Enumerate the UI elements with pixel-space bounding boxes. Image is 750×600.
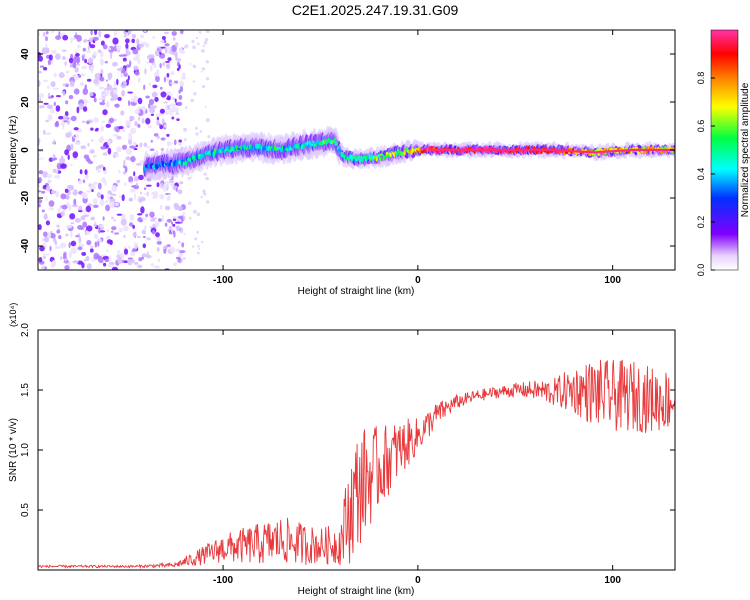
- spectrogram-panel: -100 0 100 40 20 0 -20 -40 Height of straight l…: [8, 29, 676, 297]
- snr-ytick-label: 2.0: [20, 323, 31, 337]
- spectrogram-xtick-label: 100: [604, 275, 621, 286]
- colorbar-tick-label: 0.8: [696, 72, 706, 85]
- spectrogram-ytick-label: -40: [20, 238, 31, 253]
- snr-xtick-label: 0: [415, 575, 421, 586]
- snr-xtick-label: -100: [213, 575, 233, 586]
- snr-panel: -100 0 100 0.5 1.0 1.5 2.0 Height of straight …: [8, 303, 676, 597]
- spectrogram-ytick-label: 20: [20, 96, 31, 108]
- colorbar-tick-label: 0.6: [696, 120, 706, 133]
- spectrogram-ytick-label: -20: [20, 190, 31, 205]
- colorbar-tick-label: 0.4: [696, 168, 706, 181]
- snr-ytick-label: 1.5: [20, 383, 31, 397]
- spectrogram-xtick-label: -100: [213, 275, 233, 286]
- noise-speckle: [38, 30, 211, 270]
- snr-xtick-label: 100: [604, 575, 621, 586]
- trace-peak-line: [427, 148, 675, 154]
- colorbar: 0.0 0.2 0.4 0.6 0.8 Normalized spectral ampl…: [696, 29, 750, 277]
- colorbar-gradient: [710, 29, 739, 271]
- spectrogram-xtick-label: 0: [415, 275, 421, 286]
- snr-xlabel: Height of straight line (km): [298, 586, 415, 597]
- snr-ytick-label: 1.0: [20, 443, 31, 457]
- colorbar-tick-label: 0.2: [696, 216, 706, 229]
- trace-core: [143, 137, 675, 172]
- snr-ytick-label: 0.5: [20, 503, 31, 517]
- snr-frame: [37, 329, 676, 571]
- spectrogram-xlabel: Height of straight line (km): [298, 286, 415, 297]
- colorbar-label: Normalized spectral amplitude: [740, 82, 750, 217]
- spectrogram-ylabel: Frequency (Hz): [8, 116, 19, 185]
- spectrogram-ytick-label: 0: [20, 147, 31, 153]
- figure-title: C2E1.2025.247.19.31.G09: [291, 2, 459, 18]
- colorbar-tick-label: 0.0: [696, 264, 706, 277]
- snr-multiplier: (x10⁴): [8, 303, 18, 327]
- trace-halo: [142, 125, 675, 183]
- spectrogram-ytick-label: 40: [20, 48, 31, 60]
- snr-ylabel: SNR (10 * v/v): [8, 418, 19, 482]
- snr-series-line: [38, 359, 675, 570]
